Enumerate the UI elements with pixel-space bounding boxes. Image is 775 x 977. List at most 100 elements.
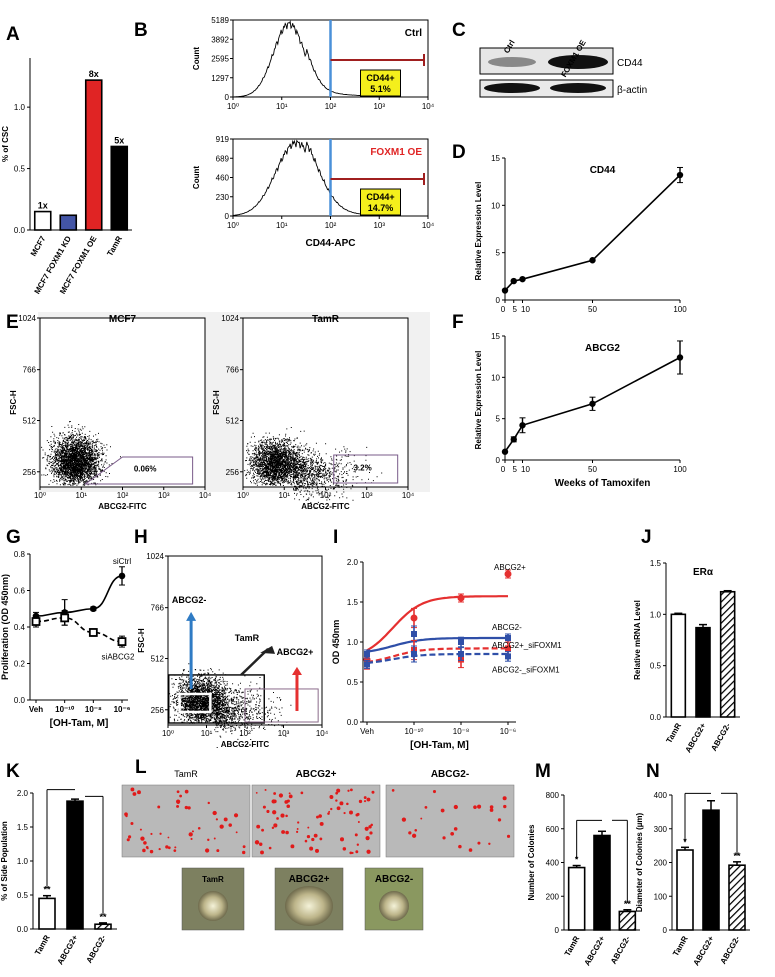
- x-tick-label: 10⁻⁶: [500, 727, 516, 736]
- category-label: TamR: [671, 934, 690, 957]
- chart-title: ABCG2: [585, 343, 620, 354]
- y-tick-label: 512: [151, 655, 165, 664]
- scatter-dots: [41, 421, 121, 486]
- data-point: [458, 639, 464, 645]
- colony: [198, 891, 228, 921]
- colony-dot: [132, 792, 137, 796]
- gate-value: 3.2%: [354, 464, 372, 473]
- colony-dot: [319, 837, 323, 841]
- x-tick-label: 10³: [158, 491, 170, 500]
- colony-dot: [349, 810, 353, 815]
- image-label: ABCG2+: [296, 769, 337, 780]
- x-tick-label: 10³: [278, 729, 290, 738]
- y-tick-label: 256: [151, 706, 165, 715]
- colony-dot: [285, 814, 288, 818]
- category-label: TamR: [664, 721, 683, 744]
- category-label: ABCG2+: [583, 934, 607, 967]
- y-axis-label: OD 450nm: [331, 620, 341, 665]
- data-point: [504, 570, 512, 578]
- colony-dot: [124, 812, 128, 817]
- bar-tamr: [38, 897, 56, 930]
- gate-polygon: [83, 456, 194, 485]
- colony-dot: [228, 823, 232, 827]
- y-axis-label: % of CSC: [1, 126, 10, 162]
- series-line: [504, 174, 681, 292]
- data-point: [505, 653, 511, 660]
- series-curve: [366, 636, 508, 653]
- data-point: [501, 448, 509, 455]
- data-point: [364, 651, 370, 657]
- data-point: [118, 572, 126, 580]
- series-line: [35, 617, 123, 643]
- data-point: [458, 651, 464, 657]
- colony-dot: [424, 805, 428, 809]
- category-label: ABCG2-: [85, 933, 108, 964]
- colony-dot: [363, 800, 367, 803]
- y-tick-label: 689: [216, 154, 230, 163]
- microscopy-image: [121, 784, 251, 858]
- colony-dot: [358, 799, 363, 804]
- colony-dot: [167, 836, 170, 839]
- y-tick-label: 0.5: [650, 662, 662, 671]
- colony-dot: [276, 817, 279, 820]
- y-axis-label: FSC-H: [9, 390, 18, 415]
- panel-letter-k: K: [6, 761, 20, 782]
- data-point: [364, 661, 370, 668]
- chart-g: 0.0 0.2 0.4 0.6 0.8 Veh 10⁻¹⁰ 10⁻⁸ 10⁻⁶ Prolifera…: [0, 550, 135, 729]
- gate-box: [360, 69, 401, 97]
- colony-dot: [205, 848, 210, 853]
- colony-dot: [319, 821, 324, 826]
- colony-dot: [473, 805, 477, 809]
- y-tick-label: 0.4: [14, 623, 26, 632]
- colony-dot: [297, 821, 300, 824]
- y-tick-label: 766: [226, 366, 240, 375]
- y-tick-label: 1024: [221, 314, 239, 323]
- data-point: [31, 617, 41, 626]
- category-label: ABCG2+: [692, 934, 716, 967]
- colony-dot: [271, 826, 275, 830]
- colony-dot: [336, 788, 341, 793]
- colony-dot: [306, 834, 311, 839]
- colony-dot: [140, 836, 145, 841]
- y-tick-label: 5189: [211, 16, 229, 25]
- colony-dot: [351, 851, 354, 855]
- x-tick-label: 10: [521, 305, 530, 314]
- band-actin-oe: [550, 83, 606, 93]
- bar-annotation: **: [733, 851, 741, 861]
- gate-abcg2-pos: [244, 688, 319, 723]
- bar-annotation: **: [624, 899, 632, 909]
- data-point: [589, 257, 596, 264]
- y-tick-label: 766: [151, 604, 165, 613]
- colony-dot: [477, 841, 481, 845]
- panel-letter-m: M: [535, 761, 551, 782]
- bar-annotation: 8x: [89, 69, 99, 79]
- series-label: ABCG2+: [494, 563, 526, 572]
- gate-value: 14.7%: [368, 203, 394, 213]
- bar-tamr: [670, 613, 687, 718]
- y-tick-label: 0.0: [17, 925, 29, 934]
- colony-dot: [318, 814, 322, 818]
- y-axis-label: % of Side Population: [0, 821, 9, 901]
- y-tick-label: 766: [23, 366, 37, 375]
- colony-dot: [149, 849, 154, 854]
- colony-dot: [328, 810, 331, 813]
- colony-dot: [342, 847, 347, 851]
- panel-letter-e: E: [6, 312, 19, 333]
- x-tick-label: 0: [501, 465, 506, 474]
- colony-label: ABCG2-: [375, 874, 413, 885]
- colony-dot: [296, 828, 299, 830]
- x-tick-label: Veh: [360, 727, 374, 736]
- gate-abcg2-neg: [178, 692, 212, 714]
- colony-dot: [288, 794, 293, 799]
- colony-dot: [266, 809, 270, 814]
- y-tick-label: 0: [225, 212, 230, 221]
- data-point: [589, 400, 596, 407]
- colony-dot: [242, 850, 246, 855]
- series-curve: [366, 595, 508, 652]
- colony-dot: [414, 829, 418, 832]
- gate-value: 5.1%: [370, 84, 391, 94]
- bar-annotation: **: [43, 885, 51, 895]
